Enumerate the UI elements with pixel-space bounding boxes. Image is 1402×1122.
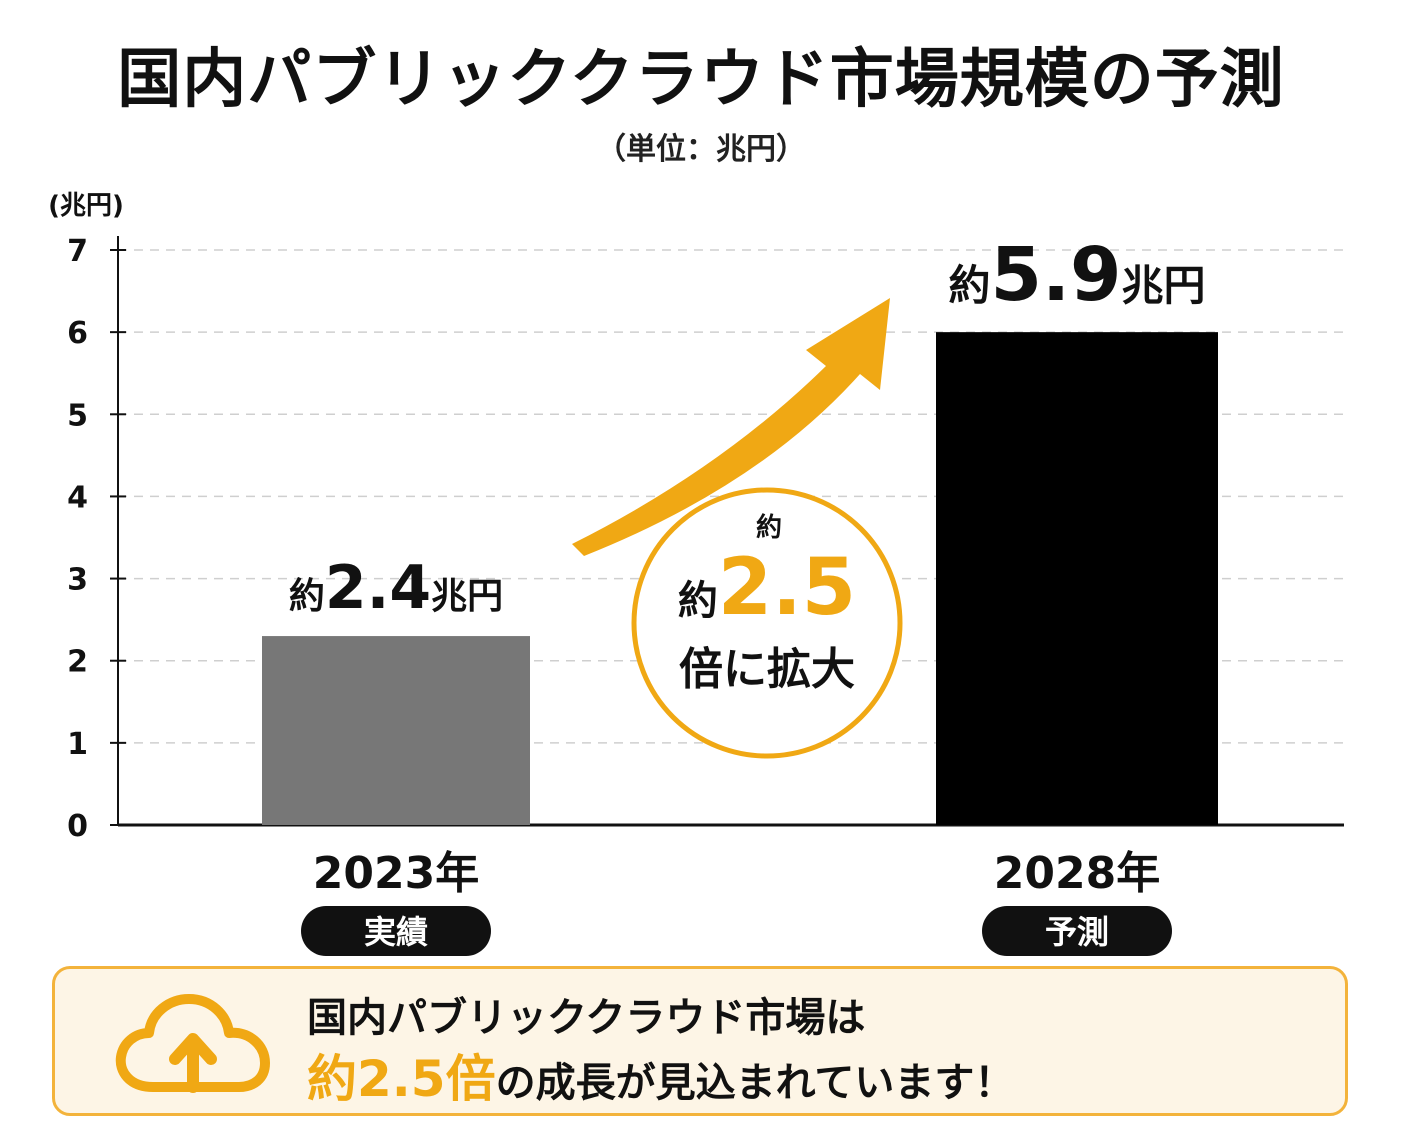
x-category-label: 2028年	[994, 848, 1160, 899]
annotation-value: 2.5	[718, 543, 856, 633]
y-axis-label: (兆円)	[48, 191, 124, 221]
y-tick-label: 6	[67, 316, 88, 351]
annotation-circle	[631, 487, 903, 759]
data-label-value: 5.9	[990, 232, 1121, 318]
y-tick-label: 2	[67, 645, 88, 680]
category-tag-pill	[301, 906, 491, 956]
bar	[262, 636, 530, 825]
y-tick-label: 7	[67, 234, 88, 269]
callout-line-2: 約2.5倍の成長が見込まれています！	[307, 1039, 1014, 1111]
axes: 0 1 2 3 4 5 6 7 (兆円)	[48, 191, 1344, 844]
category-tag-pill	[982, 906, 1172, 956]
category-tag-label: 予測	[1045, 913, 1109, 951]
annotation-multiplier: 約2.5	[678, 543, 856, 633]
growth-arrow-shape	[572, 298, 890, 556]
callout-accent: 約2.5倍	[307, 1050, 496, 1108]
bar-data-label: 約5.9兆円	[948, 232, 1205, 318]
chart-title: 国内パブリッククラウド市場規模の予測	[117, 43, 1285, 117]
bar	[936, 332, 1218, 825]
chart-subtitle: （単位：兆円）	[596, 132, 806, 167]
category-tag-label: 実績	[364, 913, 428, 951]
callout-line-1: 国内パブリッククラウド市場は	[307, 995, 866, 1041]
growth-arrow	[572, 298, 890, 556]
annotation-top: 約	[756, 512, 782, 543]
y-tick-label: 0	[67, 809, 88, 844]
y-tick-label: 4	[67, 480, 88, 515]
bar-data-label: 約2.4兆円	[289, 553, 503, 623]
annotation-prefix: 約	[678, 578, 718, 624]
y-tick-label: 5	[67, 398, 88, 433]
y-tick-label: 1	[67, 727, 88, 762]
bars	[262, 332, 1218, 825]
x-category-label: 2023年	[313, 848, 479, 899]
annotation-suffix: 倍に拡大	[679, 644, 855, 695]
callout-line-2-rest: の成長が見込まれています！	[495, 1060, 1015, 1106]
data-label-unit: 兆円	[1122, 261, 1206, 310]
y-tick-label: 3	[67, 563, 88, 598]
data-label-prefix: 約	[289, 576, 325, 617]
cloud-upload-icon	[115, 994, 270, 1093]
data-label-unit: 兆円	[431, 576, 503, 617]
data-label-prefix: 約	[948, 261, 990, 310]
summary-callout: 国内パブリッククラウド市場は 約2.5倍の成長が見込まれています！	[52, 966, 1348, 1116]
data-label-value: 2.4	[325, 553, 431, 623]
